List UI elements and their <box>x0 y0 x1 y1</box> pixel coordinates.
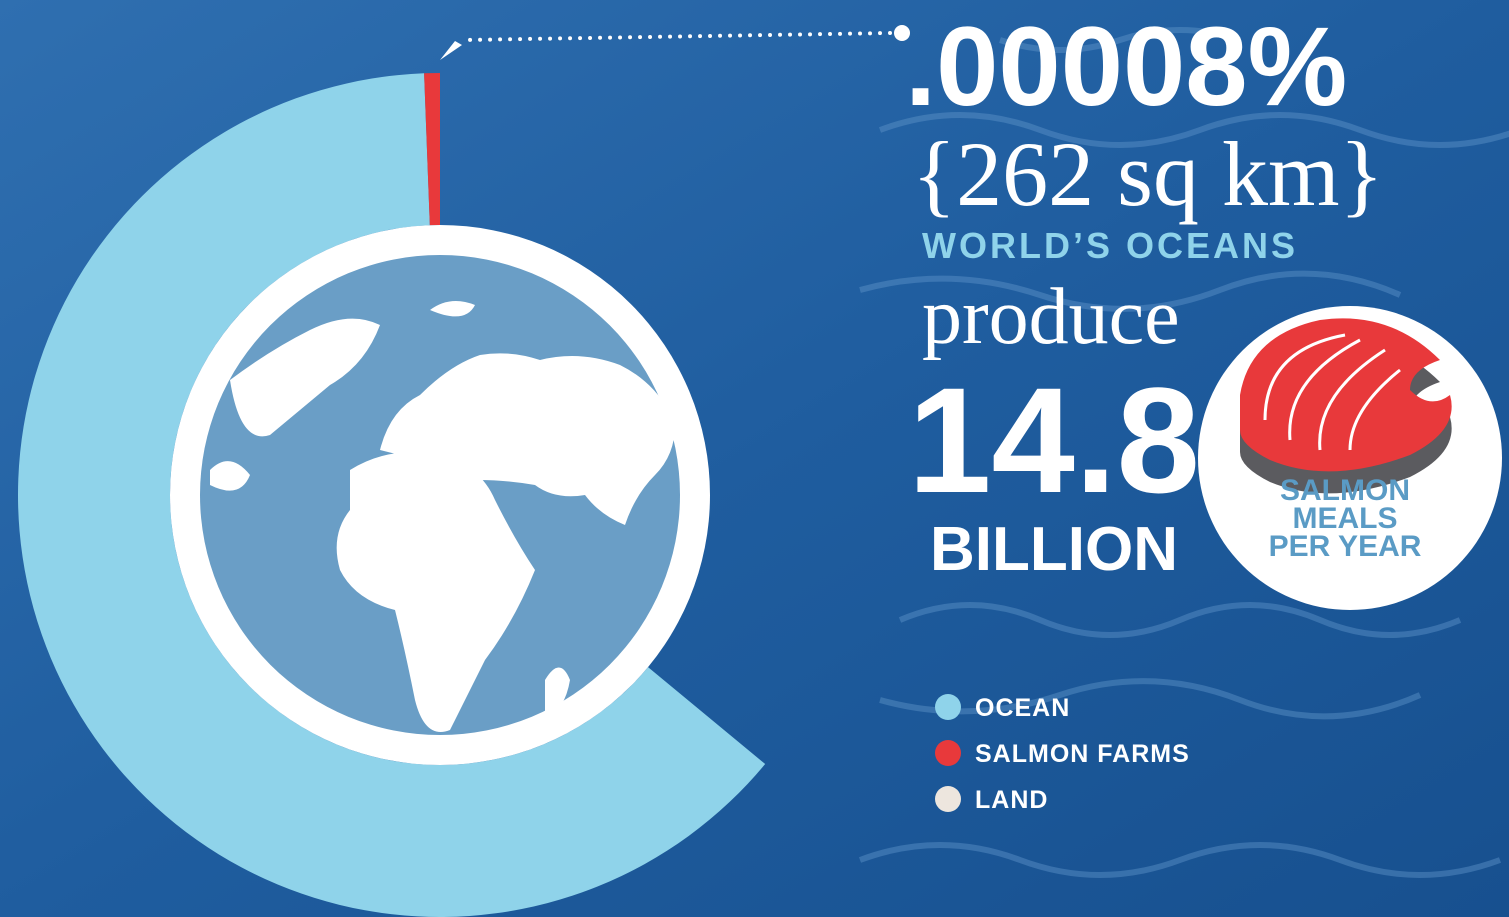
caption-line: MEALS <box>1293 502 1398 535</box>
area: {262 sq km} <box>912 123 1384 225</box>
caption-line: SALMON <box>1280 474 1410 507</box>
donut-slice <box>18 73 766 917</box>
pointer-line <box>463 31 892 42</box>
legend-label: LAND <box>975 786 1048 814</box>
pointer-arrow <box>440 41 462 60</box>
verb: produce <box>922 273 1180 361</box>
legend-swatch <box>935 694 961 720</box>
pointer-dot <box>894 25 910 41</box>
legend: OCEAN SALMON FARMS LAND <box>935 694 1190 814</box>
waves <box>858 27 1509 878</box>
donut-slice <box>424 73 440 226</box>
caption-line: PER YEAR <box>1269 530 1422 563</box>
donut <box>18 73 766 917</box>
legend-swatch <box>935 740 961 766</box>
legend-label: OCEAN <box>975 694 1070 722</box>
legend-label: SALMON FARMS <box>975 740 1190 768</box>
headline: .00008% <box>905 4 1347 129</box>
salmon-icon <box>1240 318 1452 494</box>
continents <box>210 301 675 732</box>
amount: 14.8 <box>908 356 1200 524</box>
subject: WORLD’S OCEANS <box>922 225 1298 266</box>
unit: BILLION <box>930 515 1178 584</box>
legend-swatch <box>935 786 961 812</box>
